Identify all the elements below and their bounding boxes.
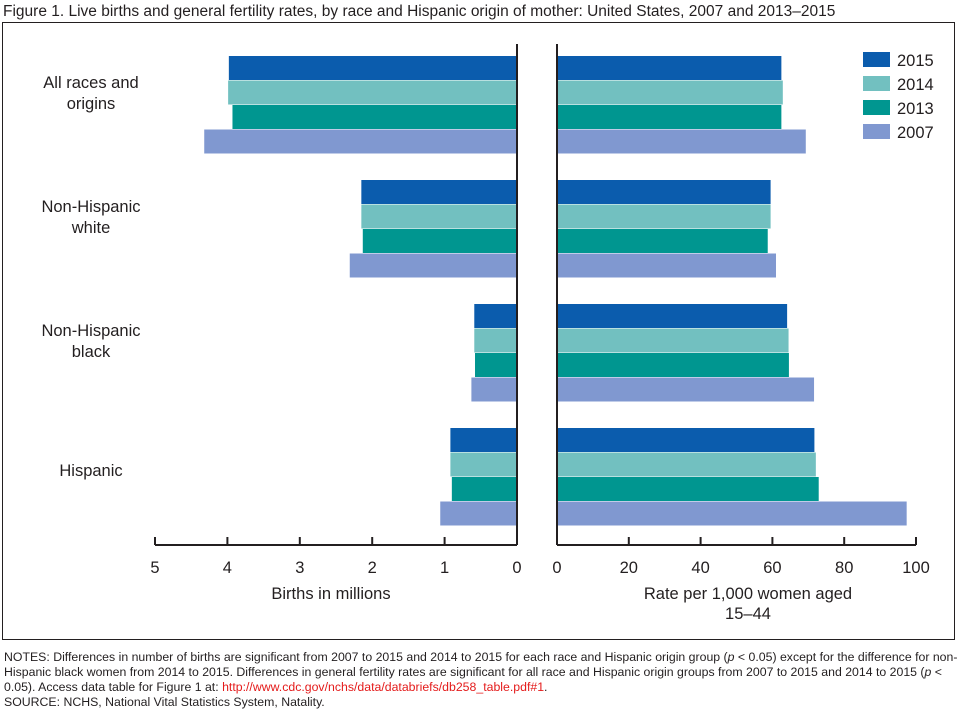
bar-rate-2007 xyxy=(557,253,776,278)
notes-text: NOTES: Differences in number of births a… xyxy=(4,650,728,664)
bar-births-2014 xyxy=(228,80,517,105)
legend-label-2013: 2013 xyxy=(897,100,934,118)
tick-label: 3 xyxy=(295,559,304,577)
bar-rate-2007 xyxy=(557,129,806,154)
bar-rate-2007 xyxy=(557,377,815,402)
tick-label: 0 xyxy=(512,559,521,577)
notes-text: < 0.05). Access data table for Figure 1 … xyxy=(4,665,942,694)
bar-births-2015 xyxy=(474,304,517,328)
tick-label: 80 xyxy=(835,559,853,577)
bar-births-2007 xyxy=(471,377,517,402)
legend-swatch-2013 xyxy=(863,100,890,115)
legend-label-2007: 2007 xyxy=(897,124,934,142)
legend-swatch-2014 xyxy=(863,76,890,91)
bar-rate-2014 xyxy=(557,204,771,229)
tick-label: 20 xyxy=(620,559,638,577)
category-label: black xyxy=(72,343,111,361)
category-label: origins xyxy=(67,95,116,113)
tick-label: 1 xyxy=(440,559,449,577)
tick-label: 40 xyxy=(691,559,709,577)
p-symbol: p xyxy=(924,665,932,679)
x-axis-label-rate: 15–44 xyxy=(725,605,771,623)
bar-births-2007 xyxy=(204,129,517,154)
source-text: SOURCE: NCHS, National Vital Statistics … xyxy=(4,695,325,709)
p-symbol: p xyxy=(727,650,735,664)
bar-births-2007 xyxy=(440,501,517,526)
bar-rate-2015 xyxy=(557,56,782,80)
bar-births-2015 xyxy=(361,180,517,204)
bar-rate-2015 xyxy=(557,180,771,204)
category-label: All races and xyxy=(43,74,138,92)
category-label: white xyxy=(71,219,111,237)
bar-births-2013 xyxy=(451,477,517,501)
legend-swatch-2015 xyxy=(863,52,890,67)
legend-swatch-2007 xyxy=(863,124,890,139)
bar-births-2007 xyxy=(349,253,517,278)
bar-births-2015 xyxy=(450,428,517,452)
data-table-link[interactable]: http://www.cdc.gov/nchs/data/databriefs/… xyxy=(222,680,545,694)
category-label: Non-Hispanic xyxy=(41,198,140,216)
bar-rate-2015 xyxy=(557,304,788,328)
bar-births-2013 xyxy=(232,105,517,129)
bar-rate-2014 xyxy=(557,328,789,353)
bar-rate-2013 xyxy=(557,105,782,129)
legend-label-2015: 2015 xyxy=(897,52,934,70)
figure-title: Figure 1. Live births and general fertil… xyxy=(3,3,836,20)
tick-label: 0 xyxy=(552,559,561,577)
notes-text: . xyxy=(544,680,548,694)
bar-births-2014 xyxy=(474,328,517,353)
bar-rate-2013 xyxy=(557,477,819,501)
bar-rate-2015 xyxy=(557,428,815,452)
bar-rate-2014 xyxy=(557,452,816,477)
bar-rate-2014 xyxy=(557,80,783,105)
tick-label: 2 xyxy=(368,559,377,577)
bar-births-2013 xyxy=(475,353,517,377)
bar-births-2015 xyxy=(228,56,517,80)
tick-label: 60 xyxy=(763,559,781,577)
tick-label: 4 xyxy=(223,559,232,577)
legend-label-2014: 2014 xyxy=(897,76,934,94)
category-label: Non-Hispanic xyxy=(41,322,140,340)
notes-text: < 0.05) except for the difference for no… xyxy=(4,650,958,679)
tick-label: 100 xyxy=(902,559,930,577)
tick-label: 5 xyxy=(150,559,159,577)
bar-births-2014 xyxy=(450,452,517,477)
x-axis-label-births: Births in millions xyxy=(271,585,390,603)
bar-births-2014 xyxy=(361,204,517,229)
notes: NOTES: Differences in number of births a… xyxy=(4,650,959,710)
bar-births-2013 xyxy=(362,229,517,253)
bar-rate-2013 xyxy=(557,229,768,253)
bar-rate-2013 xyxy=(557,353,789,377)
x-axis-label-rate: Rate per 1,000 women aged xyxy=(644,585,852,603)
category-label: Hispanic xyxy=(59,462,122,480)
bar-rate-2007 xyxy=(557,501,907,526)
chart-frame xyxy=(2,22,955,640)
